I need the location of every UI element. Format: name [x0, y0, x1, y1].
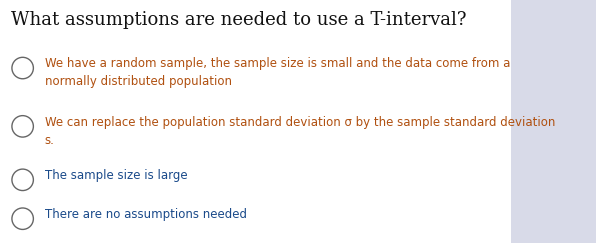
Text: We have a random sample, the sample size is small and the data come from a
norma: We have a random sample, the sample size… — [45, 57, 510, 88]
Text: We can replace the population standard deviation σ by the sample standard deviat: We can replace the population standard d… — [45, 116, 555, 147]
Text: What assumptions are needed to use a T-interval?: What assumptions are needed to use a T-i… — [11, 11, 466, 29]
Text: There are no assumptions needed: There are no assumptions needed — [45, 208, 247, 221]
Text: The sample size is large: The sample size is large — [45, 169, 187, 182]
Bar — [511, 0, 596, 243]
